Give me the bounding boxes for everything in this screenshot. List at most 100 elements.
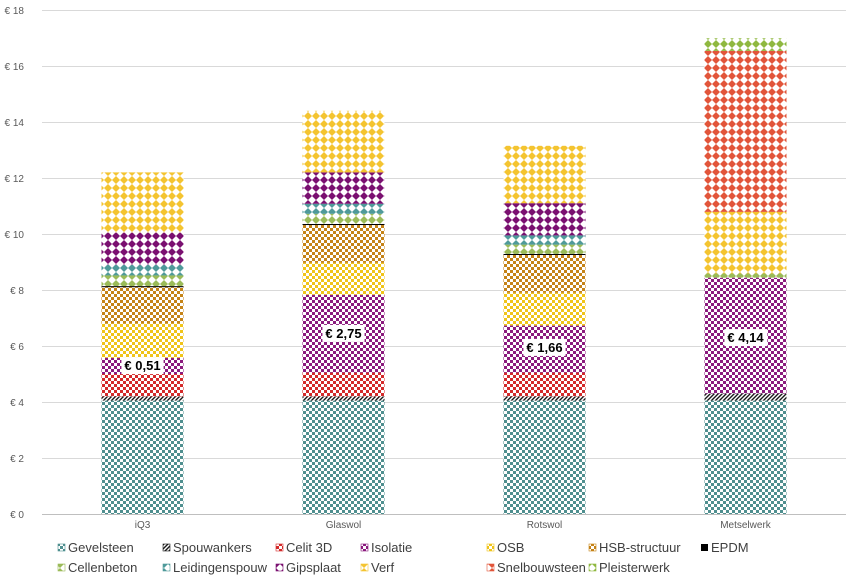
annotation-label: € 1,66 [523,338,566,356]
bar-segment-cellenbeton [704,273,787,278]
bar-segment-gevelsteen [302,400,385,514]
legend-swatch [360,563,369,572]
x-axis-category-labels: iQ3 Glaswol Rotswol Metselwerk [135,520,772,531]
annotation-text: € 1,66 [526,340,562,355]
bar-segment-spouwankers [503,396,586,401]
bar-segment-verf [704,211,787,274]
bar-stack-iq3 [101,172,184,514]
bar-segment-celit-3d [101,374,184,397]
legend-label: Snelbouwsteen [497,560,586,575]
annotation-background [322,324,365,342]
legend-swatch [360,543,369,552]
bar-segment-spouwankers [101,396,184,401]
legend-label: Leidingenspouw [173,560,268,575]
legend-item-osb: OSB [486,540,524,555]
bar-segment-hsb-structuur [302,225,385,263]
legend: Gevelsteen Spouwankers Celit 3D Isolatie OSB… [57,540,749,575]
bar-segment-gevelsteen [704,400,787,514]
bar-segment-gevelsteen [503,400,586,514]
legend-item-cellenbeton: Cellenbeton [57,560,137,575]
bar-segment-osb [503,292,586,326]
legend-label: Isolatie [371,540,412,555]
legend-swatch [57,543,66,552]
legend-item-hsb-structuur: HSB-structuur [588,540,681,555]
bar-segment-epdm [503,253,586,255]
bar-segment-gipsplaat [101,232,184,265]
legend-label: Gevelsteen [68,540,134,555]
bar-segment-snelbouwsteen [704,50,787,212]
y-tick-label: € 4 [10,398,24,409]
legend-label: Gipsplaat [286,560,341,575]
y-tick-label: € 6 [10,342,24,353]
y-tick-label: € 12 [5,174,25,185]
legend-label: EPDM [711,540,749,555]
legend-item-epdm: EPDM [701,540,749,555]
legend-swatch [486,543,495,552]
bar-segment-epdm [302,223,385,226]
bar-segment-celit-3d [503,372,586,397]
y-tick-label: € 16 [5,62,25,73]
legend-swatch [588,563,597,572]
y-tick-label: € 2 [10,454,24,465]
bar-segment-pleisterwerk [704,38,787,51]
bar-segment-cellenbeton [101,275,184,287]
legend-item-leidingenspouw: Leidingenspouw [162,560,268,575]
bar-segment-leidingenspouw [503,235,586,245]
bar-segment-hsb-structuur [101,287,184,324]
legend-swatch [162,563,171,572]
bar-segment-spouwankers [302,396,385,401]
legend-swatch [588,543,597,552]
legend-swatch [486,563,495,572]
bar-stack-glaswol [302,110,385,514]
y-tick-label: € 14 [5,118,25,129]
legend-item-celit-3d: Celit 3D [275,540,332,555]
legend-item-pleisterwerk: Pleisterwerk [588,560,670,575]
legend-item-verf: Verf [360,560,395,575]
legend-item-gipsplaat: Gipsplaat [275,560,341,575]
bar-segment-cellenbeton [503,244,586,254]
bar-segment-leidingenspouw [302,203,385,214]
bar-stack-metselwerk [704,38,787,514]
annotation-label: € 2,75 [322,324,365,342]
legend-swatch [162,543,171,552]
legend-swatch [57,563,66,572]
y-tick-label: € 18 [5,6,25,17]
legend-swatch [701,544,708,551]
legend-label: OSB [497,540,524,555]
legend-swatch [275,543,284,552]
legend-label: Verf [371,560,395,575]
data-annotations: € 0,51 € 2,75 € 1,66 € 4,14 [121,324,768,375]
bar-segment-cellenbeton [302,213,385,224]
annotation-background [121,357,164,375]
annotation-text: € 0,51 [124,358,160,373]
legend-label: Cellenbeton [68,560,137,575]
legend-label: Spouwankers [173,540,252,555]
legend-label: Pleisterwerk [599,560,670,575]
x-category-label: Glaswol [326,520,362,531]
annotation-label: € 4,14 [724,329,768,347]
annotation-label: € 0,51 [121,357,164,375]
bar-segment-gipsplaat [503,203,586,236]
x-category-label: Rotswol [527,520,563,531]
legend-label: Celit 3D [286,540,332,555]
bar-segment-osb [101,323,184,358]
annotation-background [724,329,768,347]
annotation-text: € 4,14 [727,330,764,345]
legend-label: HSB-structuur [599,540,681,555]
bar-segment-gevelsteen [101,400,184,514]
x-category-label: iQ3 [135,520,151,531]
bar-segment-spouwankers [704,393,787,401]
bar-segment-celit-3d [302,372,385,397]
bar-stack-rotswol [503,145,586,514]
annotation-background [523,338,566,356]
bar-segment-hsb-structuur [503,255,586,293]
y-tick-label: € 8 [10,286,24,297]
bar-segment-leidingenspouw [101,264,184,276]
y-tick-label: € 10 [5,230,25,241]
annotation-text: € 2,75 [325,326,361,341]
legend-item-gevelsteen: Gevelsteen [57,540,134,555]
legend-item-spouwankers: Spouwankers [162,540,252,555]
bar-segment-verf [302,110,385,173]
legend-item-isolatie: Isolatie [360,540,412,555]
bars [101,38,787,514]
